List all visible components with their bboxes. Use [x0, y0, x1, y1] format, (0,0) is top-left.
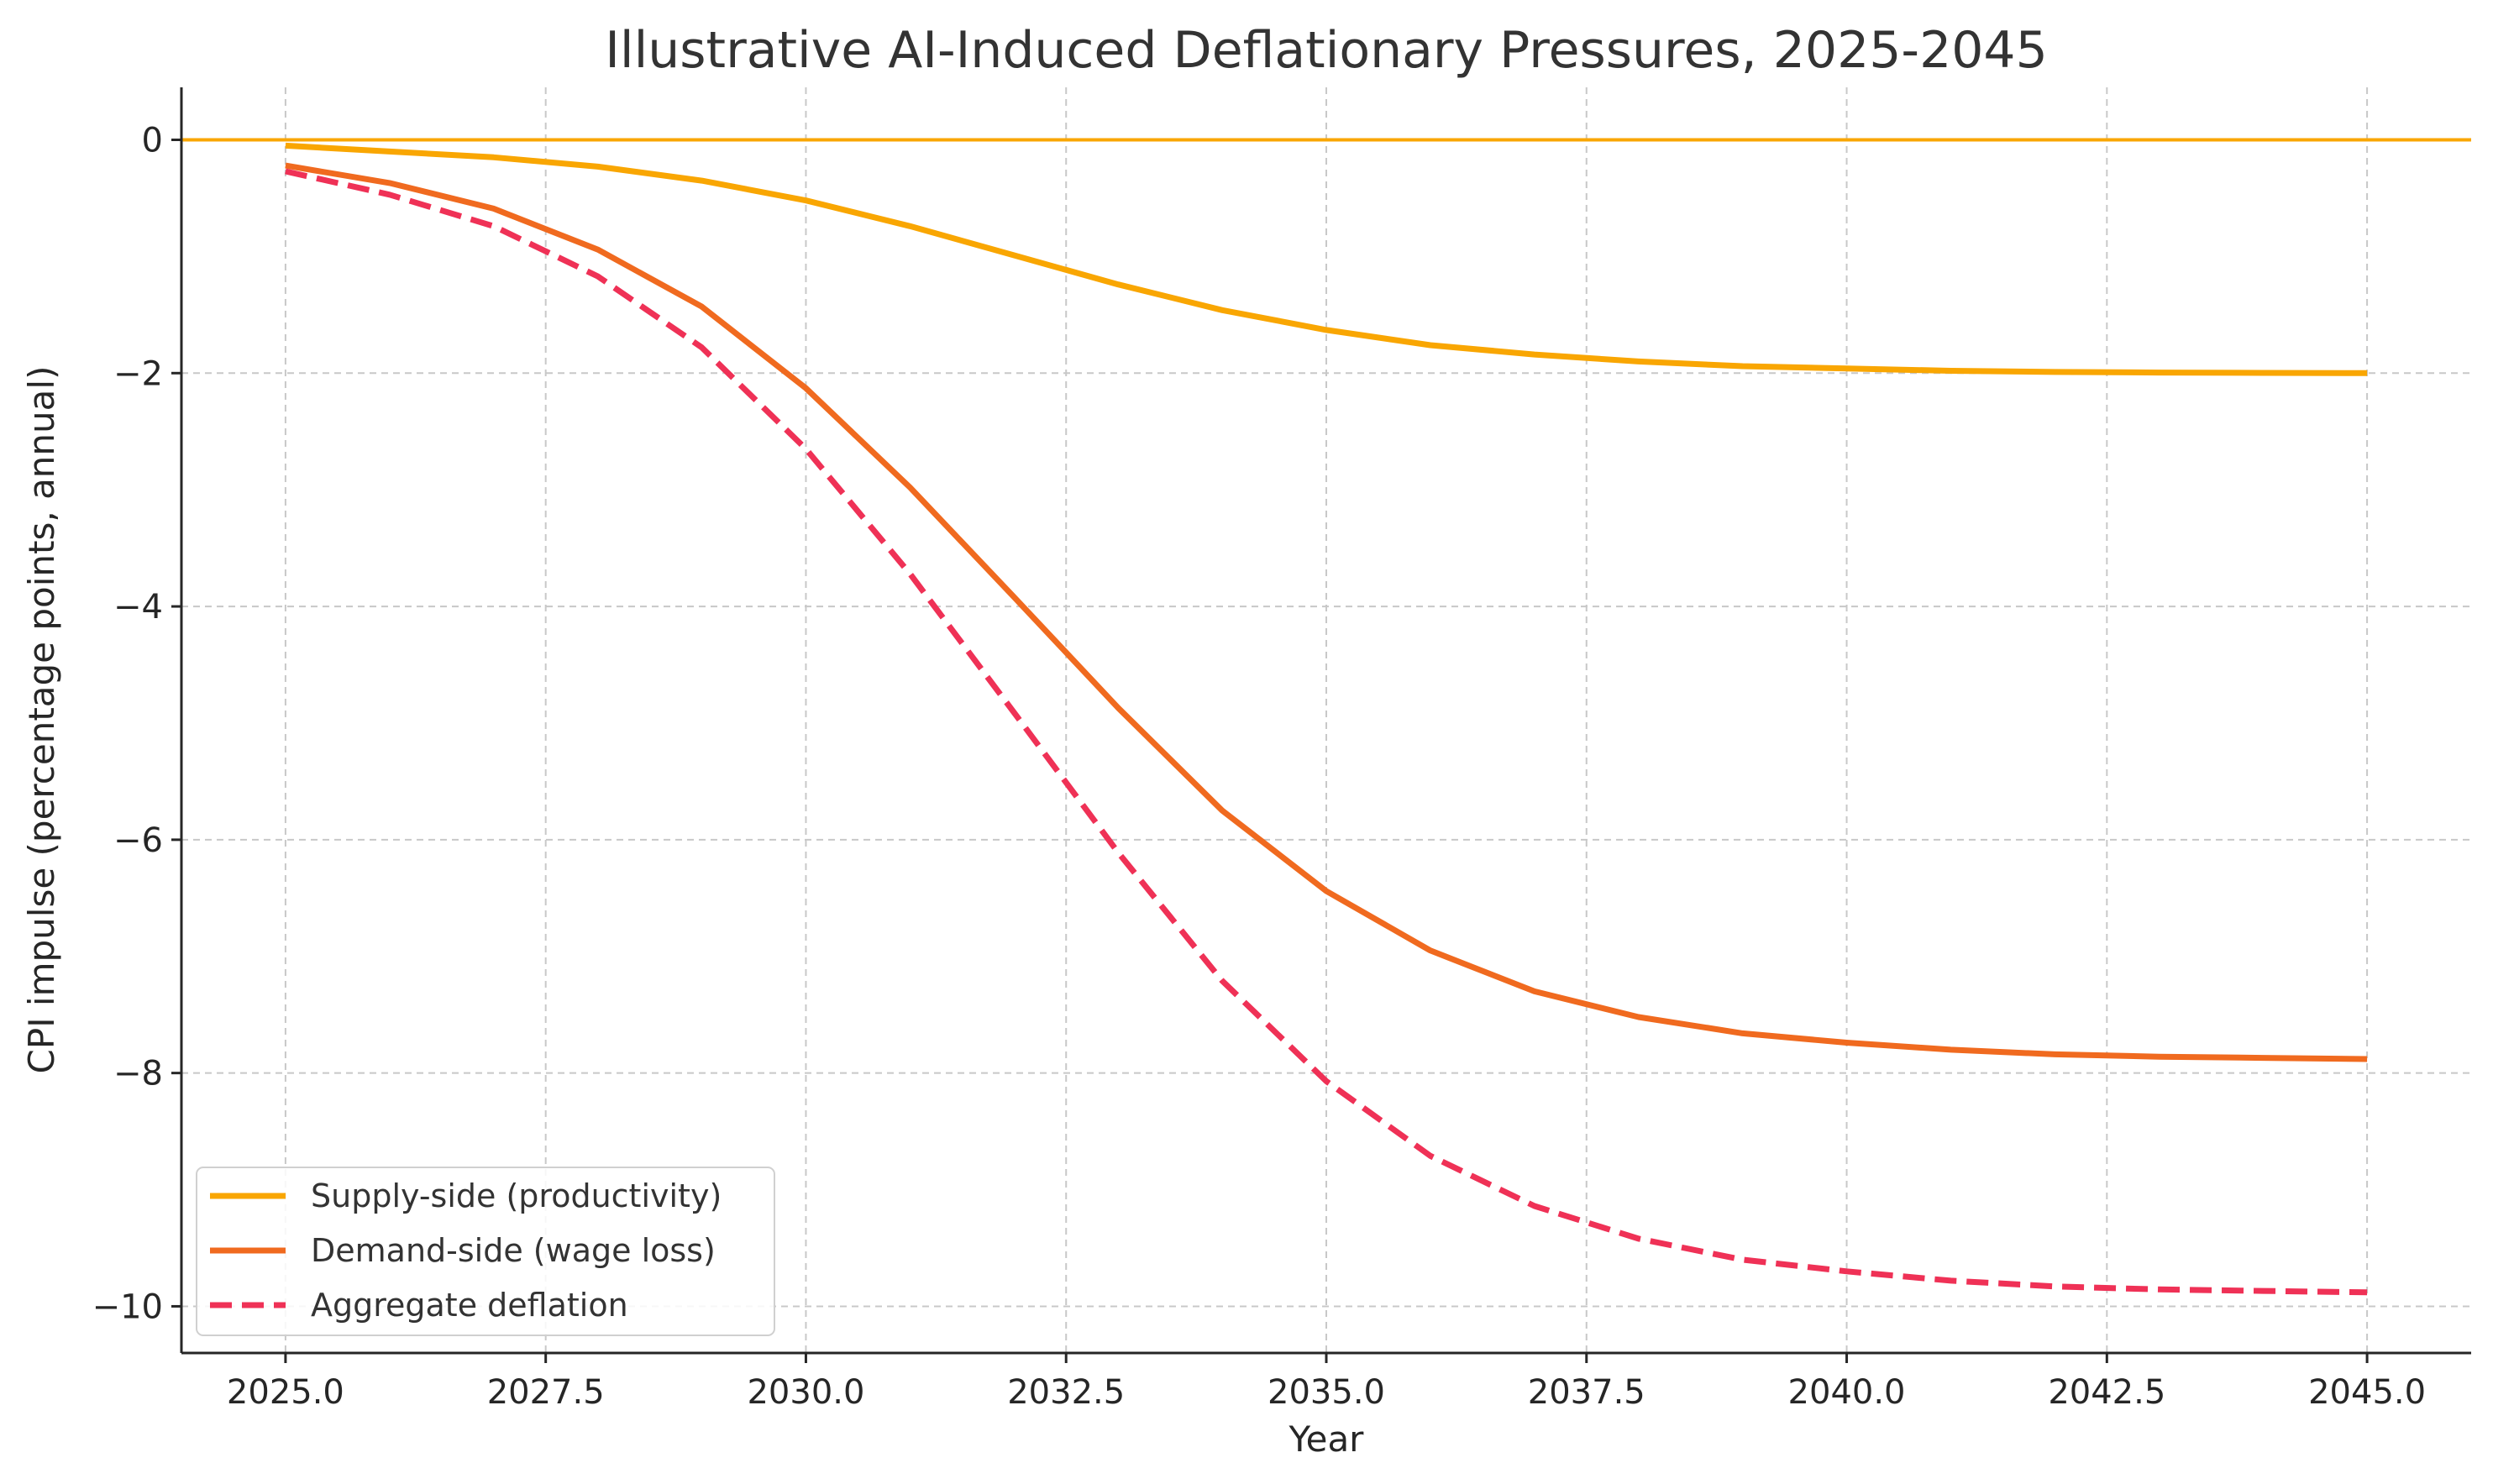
x-tick-label-2: 2030.0 — [747, 1373, 864, 1412]
chart-title: Illustrative AI-Induced Deflationary Pre… — [605, 21, 2048, 80]
x-tick-label-8: 2045.0 — [2308, 1373, 2426, 1412]
x-tick-label-0: 2025.0 — [227, 1373, 344, 1412]
y-tick-label-5: −10 — [92, 1287, 163, 1326]
y-tick-label-3: −6 — [113, 821, 163, 860]
y-tick-label-2: −4 — [113, 588, 163, 627]
series-line-1 — [285, 162, 2368, 1062]
x-tick-label-3: 2032.5 — [1007, 1373, 1125, 1412]
y-tick-label-0: 0 — [142, 122, 163, 160]
y-axis-title: CPI impulse (percentage points, annual) — [21, 366, 62, 1074]
series-group — [285, 142, 2368, 1296]
legend-label-1: Demand-side (wage loss) — [311, 1232, 716, 1269]
x-tick-label-4: 2035.0 — [1267, 1373, 1385, 1412]
legend-label-2: Aggregate deflation — [311, 1287, 628, 1324]
x-ticks: 2025.0 2027.5 2030.0 2032.5 2035.0 2037.5 2040… — [227, 1353, 2426, 1412]
y-tick-label-1: −2 — [113, 354, 163, 393]
series-line-0 — [285, 142, 2368, 376]
x-tick-label-1: 2027.5 — [487, 1373, 605, 1412]
legend: Supply-side (productivity) Demand-side (w… — [196, 1167, 775, 1336]
legend-label-0: Supply-side (productivity) — [311, 1177, 722, 1214]
x-tick-label-5: 2037.5 — [1528, 1373, 1645, 1412]
x-axis-title: Year — [1288, 1418, 1365, 1460]
x-tick-label-7: 2042.5 — [2048, 1373, 2165, 1412]
x-tick-label-6: 2040.0 — [1788, 1373, 1906, 1412]
legend-box — [196, 1167, 775, 1336]
y-tick-label-4: −8 — [113, 1055, 163, 1093]
series-line-2 — [285, 168, 2368, 1296]
y-ticks: 0 −2 −4 −6 −8 −10 — [92, 122, 181, 1326]
